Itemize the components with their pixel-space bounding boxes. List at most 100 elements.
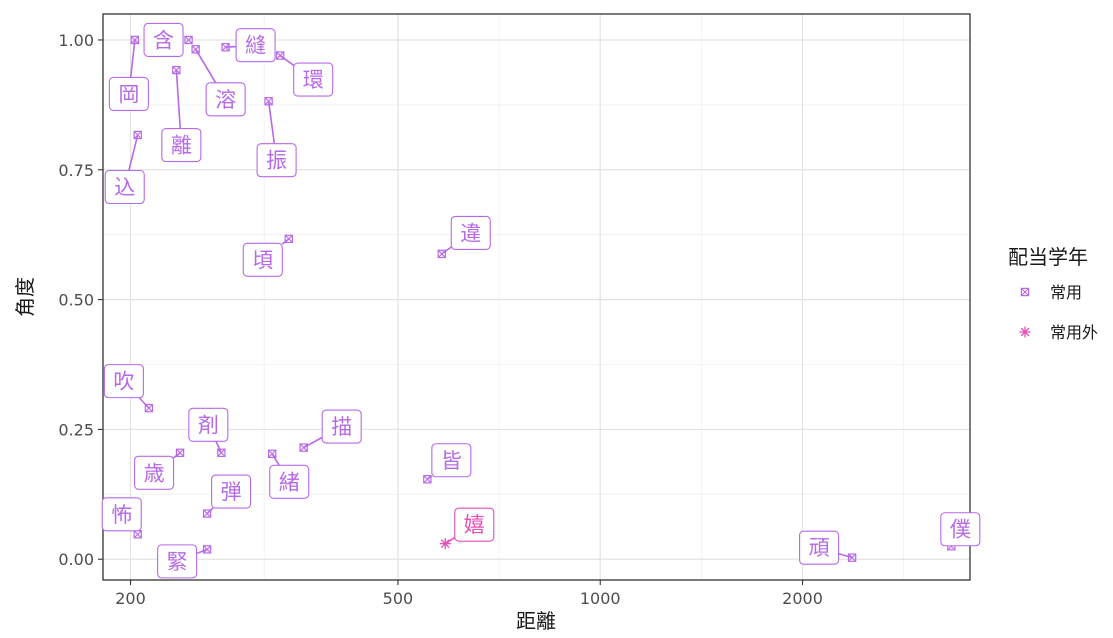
square-x-marker — [202, 545, 212, 554]
data-label-box — [431, 443, 472, 478]
data-label: 怖 — [101, 497, 142, 532]
legend-key — [1019, 326, 1031, 338]
data-label-text: 離 — [171, 134, 192, 158]
data-label-text: 環 — [303, 68, 324, 92]
square-x-marker — [202, 509, 212, 518]
square-x-marker-diag — [217, 448, 226, 457]
square-x-marker-diag — [184, 35, 193, 44]
data-label-text: 剤 — [198, 413, 219, 437]
label-connector — [128, 134, 139, 171]
square-x-marker — [130, 35, 140, 45]
data-label: 弾 — [211, 474, 252, 509]
data-label-text: 緊 — [167, 550, 188, 574]
square-x-marker — [437, 249, 446, 259]
data-label-text: 弾 — [221, 480, 242, 504]
square-x-marker — [217, 448, 226, 457]
data-label-text: 縫 — [245, 34, 266, 58]
y-tick-label: 0.50 — [58, 291, 94, 310]
data-point — [133, 130, 142, 140]
data-label-box — [256, 143, 297, 178]
square-x-marker — [299, 443, 308, 452]
data-label: 皆 — [431, 443, 472, 478]
data-label: 僕 — [940, 512, 981, 547]
legend-label: 常用外 — [1050, 323, 1098, 342]
data-point — [299, 443, 308, 452]
data-label-box — [103, 364, 144, 399]
square-x-marker-diag — [176, 448, 185, 457]
asterisk-marker-stroke — [440, 539, 450, 549]
data-label: 歳 — [134, 455, 175, 490]
data-point — [175, 448, 185, 457]
square-x-marker-diag — [221, 43, 230, 52]
square-x-marker-diag — [284, 234, 293, 243]
asterisk-marker-stroke — [1020, 327, 1030, 337]
plot-panel — [102, 13, 971, 581]
data-label-text: 違 — [460, 221, 481, 245]
x-tick-label: 200 — [115, 589, 146, 608]
data-label-text: 吹 — [113, 370, 134, 394]
data-label: 緊 — [157, 544, 198, 579]
data-point — [184, 35, 193, 45]
data-label-box — [269, 464, 310, 499]
data-label-text: 頃 — [252, 248, 273, 272]
data-point — [437, 249, 446, 259]
data-point — [284, 234, 294, 244]
data-label-box — [235, 28, 276, 63]
y-tick-label: 0.25 — [58, 420, 94, 439]
data-point — [144, 403, 154, 413]
data-label-text: 込 — [114, 175, 135, 199]
label-connector — [175, 70, 182, 129]
label-connector — [225, 45, 237, 49]
data-point — [268, 449, 277, 459]
square-x-marker — [268, 449, 277, 459]
legend-label: 常用 — [1050, 283, 1082, 302]
label-connector — [129, 39, 136, 78]
data-label: 剤 — [188, 407, 229, 442]
square-x-marker-diag — [203, 545, 212, 554]
square-x-marker-diag — [144, 404, 153, 413]
data-label-text: 振 — [266, 149, 287, 173]
data-point — [847, 553, 857, 562]
x-tick-label: 2000 — [782, 589, 823, 608]
square-x-marker-diag — [268, 449, 277, 458]
square-x-marker-diag — [133, 131, 142, 139]
square-x-marker-diag — [172, 66, 181, 75]
data-point — [202, 509, 212, 518]
data-label: 離 — [161, 128, 202, 163]
data-label-box — [211, 474, 252, 509]
data-label-box — [205, 82, 246, 117]
data-label-box — [161, 128, 202, 163]
data-label-box — [134, 455, 175, 490]
square-x-marker — [175, 448, 185, 457]
square-x-marker-diag — [437, 249, 446, 258]
square-x-marker-diag — [1021, 288, 1029, 296]
data-label-text: 頑 — [809, 536, 830, 560]
square-x-marker — [221, 43, 230, 52]
square-x-marker-diag — [203, 509, 212, 518]
y-tick-label: 0.00 — [58, 550, 94, 569]
data-label-box — [940, 512, 981, 547]
data-label-box — [321, 409, 362, 444]
data-label-text: 溶 — [215, 88, 236, 112]
data-label-text: 緒 — [279, 470, 300, 494]
label-connector — [215, 440, 223, 454]
square-x-marker-diag — [130, 35, 139, 44]
data-point — [264, 97, 273, 106]
data-label-text: 含 — [153, 28, 174, 52]
data-point — [439, 538, 451, 550]
data-label-text: 歳 — [144, 461, 165, 485]
data-label: 違 — [450, 215, 491, 250]
square-x-marker — [423, 475, 432, 484]
data-label-box — [188, 407, 229, 442]
data-label: 振 — [256, 143, 297, 178]
square-x-marker-diag — [423, 475, 432, 484]
square-x-marker — [144, 403, 154, 413]
square-x-marker-diag — [191, 45, 200, 54]
data-point — [217, 448, 226, 457]
data-point — [191, 45, 200, 54]
data-label-box — [799, 530, 840, 565]
data-label-box — [454, 507, 495, 542]
square-x-marker-diag — [133, 530, 142, 539]
